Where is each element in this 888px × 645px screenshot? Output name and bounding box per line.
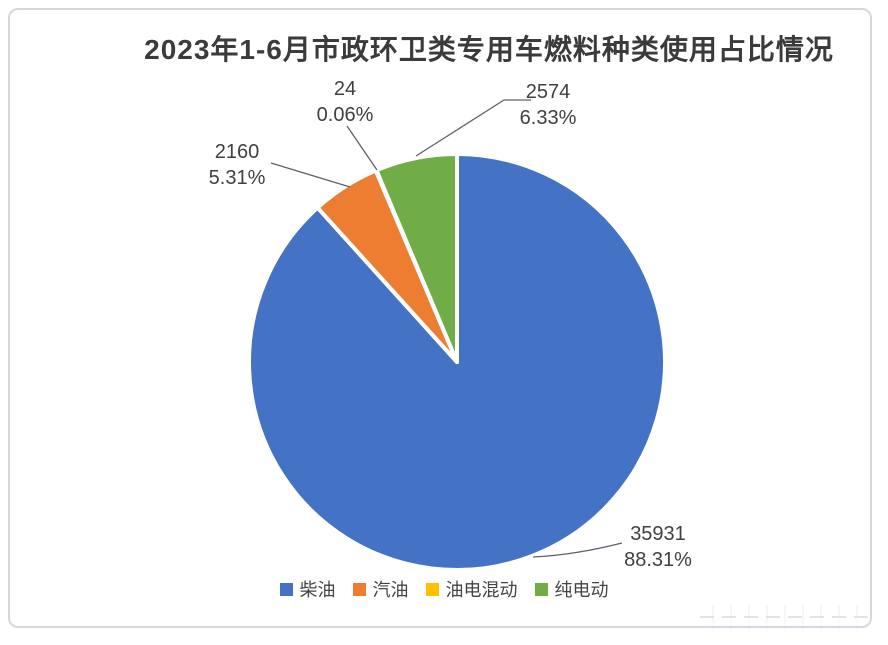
- data-label-diesel: 35931 88.31%: [624, 521, 692, 573]
- data-label-diesel-percent: 88.31%: [624, 549, 692, 571]
- chart-title: 2023年1-6月市政环卫类专用车燃料种类使用占比情况: [144, 34, 834, 65]
- leader-line-gasoline: [270, 162, 351, 188]
- data-label-gasoline-percent: 5.31%: [208, 167, 266, 189]
- leader-line-diesel: [532, 542, 623, 558]
- data-label-electric: 2574 6.33%: [520, 79, 577, 131]
- data-label-hybrid-percent: 0.06%: [316, 104, 374, 126]
- watermark: [700, 603, 872, 637]
- data-label-hybrid: 24 0.06%: [317, 76, 374, 128]
- leader-line-hybrid: [346, 125, 378, 171]
- watermark-dashes: [700, 616, 872, 618]
- legend-item-diesel[interactable]: 柴油: [279, 576, 336, 602]
- legend-item-electric[interactable]: 纯电动: [534, 576, 609, 602]
- legend-swatch-gasoline: [352, 582, 366, 596]
- legend-label-hybrid: 油电混动: [445, 580, 518, 600]
- legend: 柴油 汽油 油电混动 纯电动: [0, 576, 888, 602]
- legend-label-electric: 纯电动: [554, 580, 609, 600]
- legend-item-hybrid[interactable]: 油电混动: [425, 576, 518, 602]
- legend-label-gasoline: 汽油: [372, 580, 409, 600]
- data-label-electric-value: 2574: [525, 81, 571, 103]
- legend-swatch-hybrid: [425, 582, 439, 596]
- legend-swatch-diesel: [279, 582, 293, 596]
- data-label-hybrid-value: 24: [333, 78, 357, 100]
- legend-label-diesel: 柴油: [299, 580, 336, 600]
- leader-line-electric: [415, 99, 531, 157]
- watermark-glyphs: [708, 605, 864, 631]
- data-label-gasoline: 2160 5.31%: [209, 139, 266, 191]
- data-label-diesel-value: 35931: [630, 523, 686, 545]
- legend-swatch-electric: [534, 582, 548, 596]
- data-label-gasoline-value: 2160: [214, 141, 260, 163]
- data-label-electric-percent: 6.33%: [519, 107, 577, 129]
- legend-item-gasoline[interactable]: 汽油: [352, 576, 409, 602]
